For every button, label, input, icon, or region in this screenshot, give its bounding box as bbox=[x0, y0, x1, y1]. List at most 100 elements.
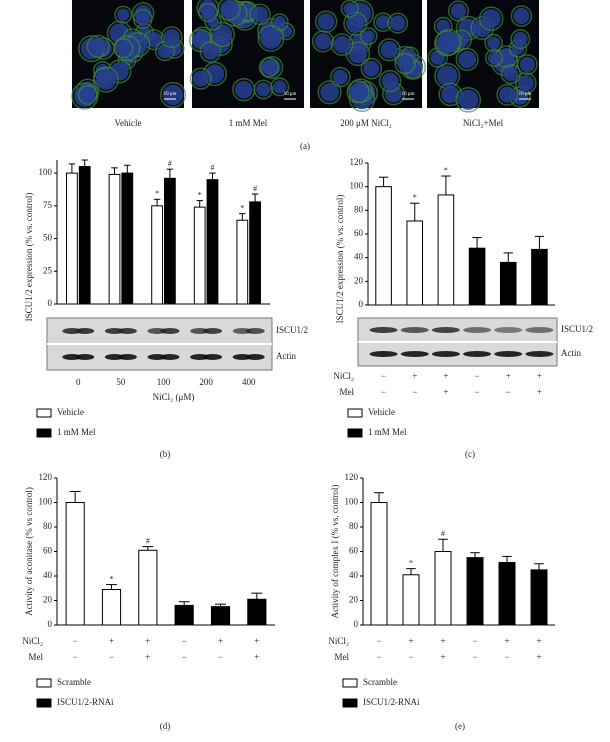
y-tick-label: 0 bbox=[359, 299, 364, 309]
condition-name: NiCl₂ bbox=[22, 636, 43, 646]
legend-swatch bbox=[347, 428, 363, 438]
cell bbox=[198, 2, 218, 23]
y-tick-label: 25 bbox=[43, 265, 53, 275]
legend-label: Vehicle bbox=[57, 407, 84, 417]
nucleus bbox=[346, 14, 365, 33]
condition-sign: − bbox=[376, 652, 381, 662]
nucleus bbox=[437, 31, 460, 53]
significance: # bbox=[441, 529, 445, 538]
cell bbox=[92, 66, 119, 93]
nucleus bbox=[163, 29, 180, 46]
condition-sign: − bbox=[475, 387, 480, 397]
nucleus bbox=[389, 15, 406, 31]
cell bbox=[510, 29, 531, 50]
x-tick-label: 100 bbox=[157, 377, 171, 387]
blot-band bbox=[245, 354, 265, 360]
condition-sign: + bbox=[218, 636, 223, 646]
x-axis-label: NiCl₂ (μM) bbox=[153, 392, 195, 402]
condition-sign: + bbox=[536, 636, 541, 646]
condition-sign: − bbox=[73, 636, 78, 646]
blot-band bbox=[75, 354, 95, 360]
blot-band bbox=[202, 328, 223, 334]
nucleus bbox=[273, 80, 287, 94]
bar bbox=[206, 179, 219, 305]
condition-sign: + bbox=[408, 636, 413, 646]
panel-label: (d) bbox=[160, 721, 171, 731]
cell bbox=[516, 54, 538, 75]
cell bbox=[258, 57, 279, 78]
condition-sign: − bbox=[504, 652, 509, 662]
condition-sign: + bbox=[412, 371, 417, 381]
y-tick-label: 80 bbox=[354, 204, 364, 214]
nucleus bbox=[362, 30, 375, 43]
condition-sign: − bbox=[73, 652, 78, 662]
condition-sign: + bbox=[443, 371, 448, 381]
blot-band bbox=[525, 327, 554, 333]
bar bbox=[466, 557, 484, 626]
cell bbox=[360, 57, 382, 80]
nucleus bbox=[162, 84, 184, 106]
legend-swatch bbox=[347, 408, 363, 418]
y-tick-label: 50 bbox=[43, 233, 53, 243]
nucleus bbox=[314, 33, 332, 50]
cell bbox=[394, 52, 416, 75]
y-tick-label: 40 bbox=[354, 252, 364, 262]
bar bbox=[249, 201, 261, 305]
condition-sign: − bbox=[408, 652, 413, 662]
cell bbox=[478, 6, 504, 31]
nucleus bbox=[375, 15, 390, 30]
cell bbox=[484, 33, 503, 53]
y-tick-label: 100 bbox=[350, 181, 364, 191]
panel-label: (e) bbox=[455, 721, 465, 731]
y-tick-label: 120 bbox=[39, 472, 53, 482]
nucleus bbox=[503, 66, 519, 82]
y-tick-label: 0 bbox=[48, 619, 53, 629]
nucleus bbox=[513, 8, 530, 25]
cell bbox=[270, 77, 290, 97]
cell bbox=[86, 34, 110, 58]
nucleus bbox=[261, 60, 277, 75]
y-axis-label: Activity of aconitase (% vs control) bbox=[24, 487, 34, 616]
cell bbox=[113, 38, 134, 59]
condition-sign: + bbox=[443, 387, 448, 397]
y-tick-label: 40 bbox=[349, 570, 359, 580]
nucleus bbox=[519, 56, 535, 73]
x-tick-label: 400 bbox=[242, 377, 256, 387]
cell bbox=[114, 5, 133, 24]
nucleus bbox=[256, 82, 271, 97]
nucleus bbox=[513, 31, 528, 47]
y-tick-label: 80 bbox=[43, 521, 53, 531]
y-tick-label: 20 bbox=[354, 275, 364, 285]
significance: * bbox=[240, 204, 244, 213]
blot-label: ISCU1/2 bbox=[561, 324, 593, 334]
cell bbox=[378, 69, 402, 93]
blot-band bbox=[494, 351, 523, 357]
significance: * bbox=[110, 574, 114, 583]
y-tick-label: 0 bbox=[354, 619, 359, 629]
bar bbox=[499, 261, 517, 306]
image-label: 200 μM NiCl₂ bbox=[340, 118, 391, 128]
legend-label: Scramble bbox=[57, 677, 91, 687]
cell bbox=[189, 67, 212, 90]
blot-band bbox=[525, 351, 554, 357]
legend-swatch bbox=[342, 678, 358, 688]
condition-sign: − bbox=[109, 652, 114, 662]
y-tick-label: 60 bbox=[43, 546, 53, 556]
cell bbox=[330, 33, 354, 56]
bar bbox=[66, 172, 78, 305]
condition-sign: − bbox=[182, 652, 187, 662]
blot-band bbox=[202, 354, 223, 360]
significance: * bbox=[444, 166, 448, 175]
condition-name: Mel bbox=[29, 652, 44, 662]
significance: # bbox=[168, 159, 172, 168]
condition-sign: − bbox=[472, 652, 477, 662]
nucleus bbox=[234, 80, 253, 99]
y-tick-label: 20 bbox=[349, 595, 359, 605]
cell bbox=[160, 26, 183, 49]
bar bbox=[498, 562, 516, 626]
bar bbox=[530, 569, 548, 626]
significance: # bbox=[253, 184, 257, 193]
nucleus bbox=[135, 11, 150, 27]
y-tick-label: 120 bbox=[345, 472, 359, 482]
